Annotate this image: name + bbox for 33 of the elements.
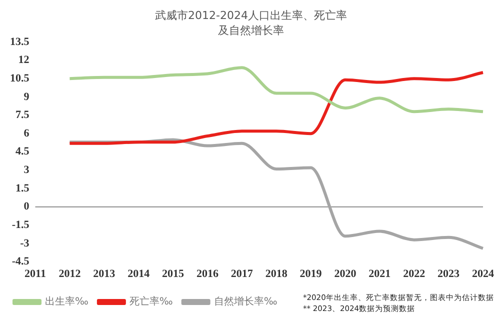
y-tick-label: 0: [24, 200, 30, 213]
x-tick-label: 2016: [196, 268, 219, 280]
legend-label: 死亡率‰: [129, 296, 173, 308]
x-tick-label: 2024: [472, 268, 494, 280]
y-tick-label: 9: [24, 90, 30, 103]
x-tick-label: 2020: [334, 268, 357, 280]
y-tick-label: 4.5: [16, 146, 30, 158]
x-tick-label: 2021: [368, 268, 391, 280]
line-series: [68, 66, 484, 114]
y-tick-label: 10.5: [10, 72, 30, 84]
y-tick-label: 1.5: [16, 182, 30, 194]
y-tick-label: 7.5: [16, 109, 30, 122]
x-tick-label: 2019: [300, 268, 322, 280]
y-tick-label: 13.5: [10, 36, 30, 48]
x-tick-label: 2015: [162, 268, 185, 280]
y-tick-label: -3: [20, 237, 30, 250]
x-tick-label: 2014: [128, 268, 150, 280]
line-series: [68, 71, 484, 145]
x-tick-label: 2017: [230, 268, 254, 280]
legend-label: 自然增长率‰: [214, 296, 278, 308]
x-tick-label: 2018: [265, 268, 288, 280]
y-tick-label: -1.5: [12, 219, 30, 232]
x-tick-label: 2012: [58, 268, 82, 280]
legend-label: 出生率‰: [45, 296, 88, 308]
y-tick-label: 3: [24, 164, 30, 176]
x-tick-label: 2013: [93, 268, 116, 280]
x-tick-label: 2022: [403, 268, 426, 280]
x-tick-label: 2011: [24, 268, 46, 280]
y-tick-label: 6: [24, 127, 30, 140]
y-tick-label: -4.5: [12, 256, 30, 268]
y-tick-label: 12: [18, 54, 30, 66]
chart-title: 武威市2012-2024人口出生率、死亡率及自然增长率: [154, 8, 348, 38]
x-tick-label: 2023: [438, 268, 460, 280]
